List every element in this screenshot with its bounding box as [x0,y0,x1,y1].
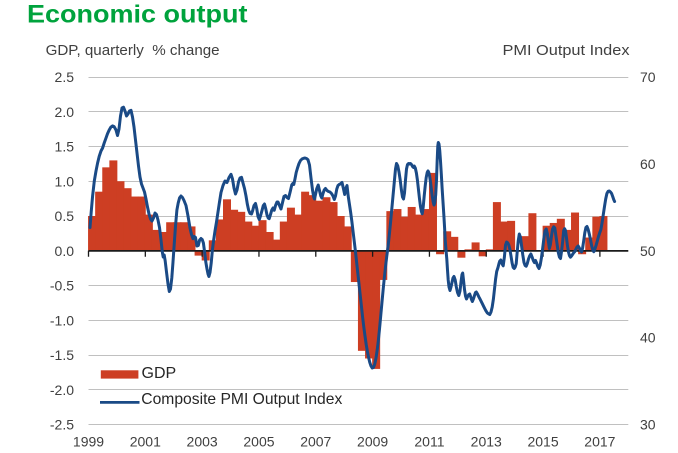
svg-text:2.0: 2.0 [55,104,75,120]
svg-text:1999: 1999 [73,433,104,449]
svg-text:2017: 2017 [584,433,615,449]
svg-text:1.0: 1.0 [55,173,75,189]
svg-text:30: 30 [640,417,656,433]
svg-text:2009: 2009 [357,433,388,449]
svg-text:-0.5: -0.5 [50,278,74,294]
svg-text:2003: 2003 [187,433,218,449]
svg-text:40: 40 [640,330,656,346]
svg-text:2015: 2015 [527,433,558,449]
svg-text:50: 50 [640,243,656,259]
svg-text:-1.0: -1.0 [50,312,74,328]
svg-text:1.5: 1.5 [55,139,75,155]
svg-text:-1.5: -1.5 [50,347,74,363]
svg-text:PMI Output Index: PMI Output Index [503,42,631,59]
svg-text:2013: 2013 [471,433,502,449]
svg-text:GDP, quarterly % change: GDP, quarterly % change [46,42,220,59]
svg-text:0.0: 0.0 [55,243,75,259]
svg-text:2005: 2005 [243,433,274,449]
svg-text:2007: 2007 [300,433,331,449]
svg-text:Composite PMI Output Index: Composite PMI Output Index [141,391,342,408]
svg-text:70: 70 [640,69,656,85]
svg-text:Economic output: Economic output [27,1,248,29]
svg-text:-2.0: -2.0 [50,382,74,398]
svg-text:0.5: 0.5 [55,208,75,224]
svg-text:-2.5: -2.5 [50,417,74,433]
svg-text:2001: 2001 [130,433,161,449]
svg-text:2011: 2011 [414,433,444,449]
svg-text:60: 60 [640,156,656,172]
svg-text:GDP: GDP [142,365,177,382]
svg-text:2.5: 2.5 [55,69,75,85]
